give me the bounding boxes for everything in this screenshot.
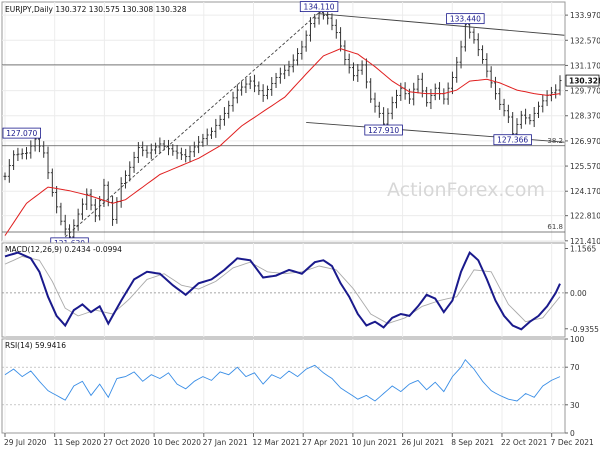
annotation-label: 127.910	[368, 126, 399, 135]
annotation-label: 134.110	[304, 3, 335, 12]
macd-ytick-label: 1.1565	[570, 245, 596, 254]
watermark: ActionForex.com	[387, 179, 545, 201]
moving-average-line	[4, 48, 561, 236]
price-panel: ActionForex.com 38.2 61.8 134.110 133.440 127…	[1, 1, 600, 249]
x-tick-label: 22 Oct 2021	[501, 438, 548, 447]
price-header: EURJPY,Daily 130.372 130.575 130.308 130…	[5, 5, 187, 14]
x-tick-label: 7 Dec 2021	[551, 438, 594, 447]
rsi-frame	[1, 338, 566, 434]
rsi-line	[4, 358, 561, 402]
macd-header: MACD(12,26,9) 0.2434 -0.0994	[5, 245, 122, 254]
rsi-ytick-label: 0	[570, 429, 575, 438]
price-bars	[3, 6, 562, 244]
price-ytick-label: 124.170	[570, 187, 600, 196]
last-price-flag	[565, 74, 600, 87]
price-ytick-label: 122.810	[570, 212, 600, 221]
annotation-label: 127.070	[6, 129, 37, 138]
rsi-ytick-label: 100	[570, 335, 585, 344]
price-ytick-label: 133.970	[570, 11, 600, 20]
last-price-label: 130.328	[569, 77, 600, 86]
price-ytick-label: 132.570	[570, 36, 600, 45]
x-tick-label: 12 Mar 2021	[252, 438, 300, 447]
price-ytick-label: 126.970	[570, 137, 600, 146]
trend-line	[64, 12, 320, 238]
fib-label: 38.2	[547, 137, 563, 145]
x-tick-label: 27 Jan 2021	[203, 438, 248, 447]
rsi-ytick-label: 30	[570, 401, 580, 410]
rsi-panel: RSI(14) 59.9416 100 70 30 0	[1, 335, 585, 438]
annotation-label: 133.440	[450, 15, 481, 24]
rsi-header: RSI(14) 59.9416	[5, 341, 66, 350]
x-tick-label: 27 Oct 2020	[103, 438, 150, 447]
macd-panel: MACD(12,26,9) 0.2434 -0.0994 1.1565 0.00 -0…	[1, 242, 599, 338]
x-tick-label: 26 Jul 2021	[402, 438, 445, 447]
x-tick-label: 10 Jun 2021	[352, 438, 397, 447]
x-tick-label: 8 Sep 2021	[451, 438, 494, 447]
annotation-box	[2, 127, 41, 139]
macd-ytick-label: -0.9355	[570, 325, 599, 334]
price-ytick-label: 125.570	[570, 162, 600, 171]
x-tick-label: 10 Dec 2020	[153, 438, 201, 447]
macd-frame	[1, 242, 566, 338]
trend-line	[319, 13, 565, 36]
fib-label: 61.8	[547, 223, 563, 231]
annotation-box	[299, 1, 339, 13]
x-tick-label: 11 Sep 2020	[54, 438, 102, 447]
macd-ytick-label: 0.00	[570, 289, 587, 298]
rsi-ytick-label: 70	[570, 363, 580, 372]
macd-line	[4, 250, 561, 331]
x-axis: 29 Jul 2020 11 Sep 2020 27 Oct 2020 10 Dec …	[4, 433, 594, 447]
annotation-box	[364, 124, 403, 136]
price-ytick-label: 131.170	[570, 61, 600, 70]
x-tick-label: 27 Apr 2021	[302, 438, 349, 447]
price-ytick-label: 129.770	[570, 87, 600, 96]
annotation-box	[493, 134, 532, 146]
price-ytick-label: 121.410	[570, 237, 600, 246]
annotation-box	[446, 13, 485, 25]
price-ytick-label: 128.370	[570, 112, 600, 121]
annotation-label: 127.366	[497, 136, 528, 145]
x-tick-label: 29 Jul 2020	[4, 438, 47, 447]
